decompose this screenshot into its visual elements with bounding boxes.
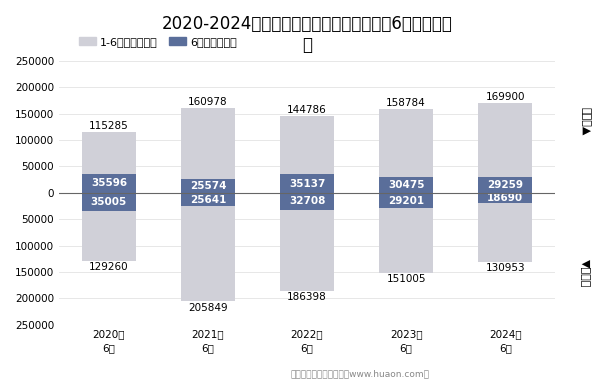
Text: ▼进口额: ▼进口额	[580, 260, 590, 288]
Bar	[379, 193, 433, 272]
Text: 151005: 151005	[386, 274, 426, 284]
Text: 25641: 25641	[190, 195, 226, 204]
Text: 115285: 115285	[89, 121, 129, 131]
Text: 205849: 205849	[188, 303, 228, 313]
Bar	[478, 193, 532, 203]
Text: 25574: 25574	[190, 181, 226, 191]
Text: 129260: 129260	[89, 262, 129, 272]
Text: 30475: 30475	[388, 180, 424, 190]
Bar	[379, 193, 433, 208]
Text: 32708: 32708	[289, 196, 325, 206]
Text: 130953: 130953	[485, 263, 525, 273]
Legend: 1-6月（万美元）, 6月（万美元）: 1-6月（万美元）, 6月（万美元）	[74, 32, 241, 51]
Bar	[379, 109, 433, 193]
Bar	[280, 193, 334, 210]
Bar	[280, 193, 334, 291]
Bar	[82, 132, 136, 193]
Bar	[280, 116, 334, 193]
Bar	[379, 177, 433, 193]
Bar	[181, 193, 235, 301]
Text: 144786: 144786	[287, 105, 327, 115]
Bar	[82, 193, 136, 211]
Text: 35596: 35596	[91, 179, 127, 188]
Text: 35005: 35005	[91, 197, 127, 207]
Text: 29259: 29259	[487, 180, 523, 190]
Bar	[82, 174, 136, 193]
Bar	[181, 193, 235, 206]
Bar	[478, 193, 532, 262]
Text: 169900: 169900	[485, 92, 525, 102]
Text: 158784: 158784	[386, 98, 426, 108]
Bar	[82, 193, 136, 261]
Bar	[181, 108, 235, 193]
Text: 35137: 35137	[289, 179, 325, 188]
Text: 186398: 186398	[287, 293, 327, 302]
Title: 2020-2024年马鞍山市商品收发货人所在地6月进、出口
额: 2020-2024年马鞍山市商品收发货人所在地6月进、出口 额	[161, 15, 452, 54]
Text: 出口额▲: 出口额▲	[580, 108, 590, 136]
Text: 18690: 18690	[487, 193, 523, 203]
Bar	[478, 177, 532, 193]
Text: 29201: 29201	[388, 196, 424, 206]
Bar	[181, 179, 235, 193]
Text: 制图：华经产业研究院（www.huaon.com）: 制图：华经产业研究院（www.huaon.com）	[290, 369, 430, 378]
Bar	[280, 174, 334, 193]
Text: 160978: 160978	[188, 97, 228, 106]
Bar	[478, 103, 532, 193]
